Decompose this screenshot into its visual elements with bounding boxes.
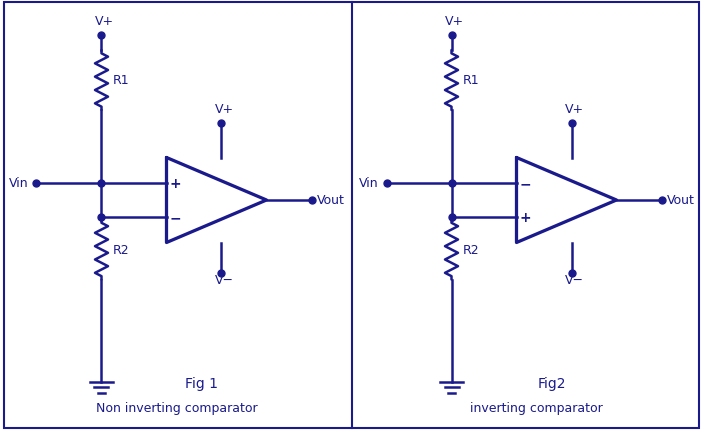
Text: R2: R2 [463, 243, 479, 256]
Text: +: + [169, 177, 181, 190]
Text: inverting comparator: inverting comparator [470, 401, 603, 414]
Text: Vin: Vin [9, 177, 29, 190]
Text: Vout: Vout [316, 194, 344, 207]
Text: Non inverting comparator: Non inverting comparator [96, 401, 257, 414]
Text: R1: R1 [463, 74, 479, 87]
Text: V+: V+ [94, 15, 114, 28]
Text: V+: V+ [214, 103, 233, 116]
Text: −: − [169, 211, 181, 224]
Text: Fig 1: Fig 1 [185, 377, 218, 390]
FancyBboxPatch shape [4, 3, 699, 427]
Text: V+: V+ [565, 103, 583, 116]
Text: V+: V+ [444, 15, 463, 28]
Text: Vin: Vin [359, 177, 379, 190]
Text: R1: R1 [112, 74, 129, 87]
Text: +: + [520, 211, 531, 224]
Text: Vout: Vout [666, 194, 695, 207]
Text: −: − [520, 177, 531, 190]
Text: Fig2: Fig2 [537, 377, 566, 390]
Text: R2: R2 [112, 243, 129, 256]
Text: V−: V− [214, 274, 233, 287]
Text: V−: V− [565, 274, 583, 287]
